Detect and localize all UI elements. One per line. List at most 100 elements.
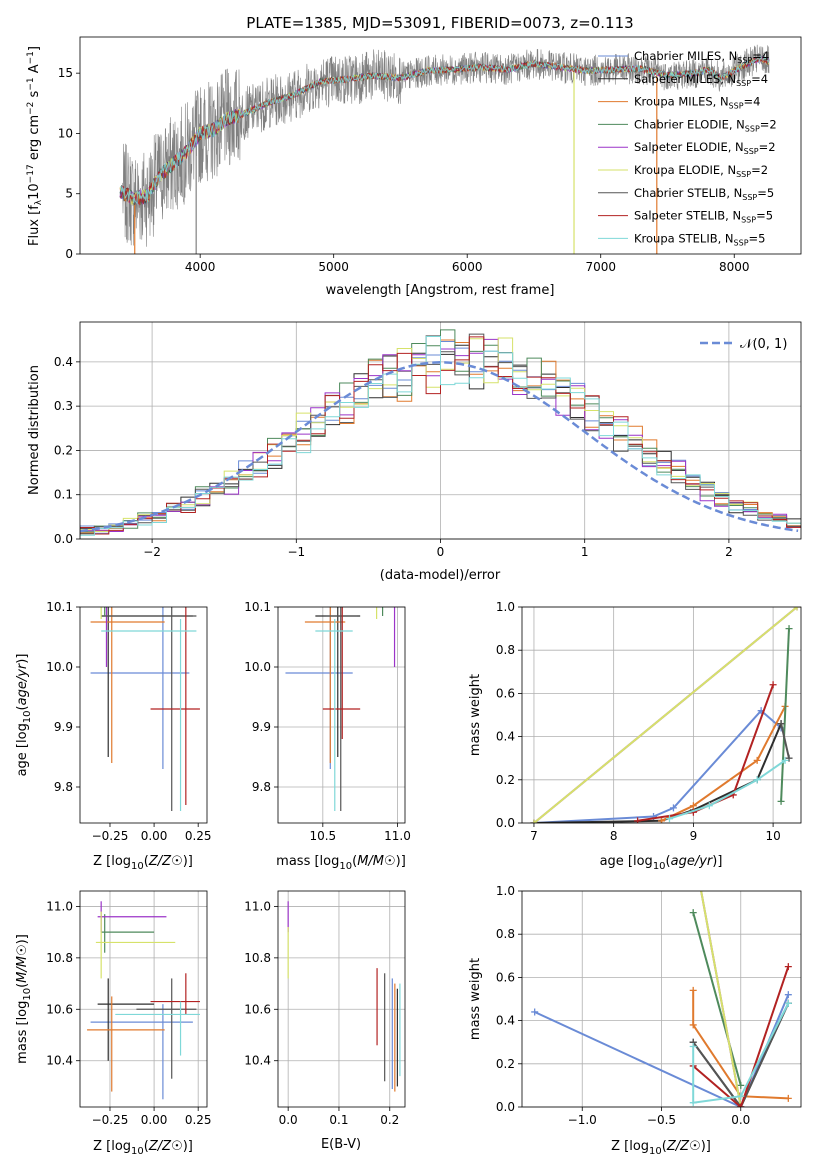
- panel-weight-vs-age: 7 8 9 10 0.0 0.2 0.4 0.6 0.8 1.0 age [log10(age/yr…: [468, 600, 802, 872]
- weight-marker: [689, 1043, 697, 1051]
- axis-label-y: mass [log10(M/M☉)]: [15, 934, 33, 1064]
- plot-area: [530, 607, 801, 823]
- plot-area: [287, 901, 401, 1092]
- legend-label: Salpeter ELODIE, NSSP=2: [634, 140, 776, 156]
- weight-marker: [781, 756, 789, 764]
- tick-label-x: 0.0: [731, 1113, 750, 1127]
- panel-spectrum: 4000 5000 6000 7000 8000 0 5 10 15 PLATE=1385, MJ…: [26, 14, 802, 298]
- axes-frame: [79, 321, 802, 540]
- legend-label: Salpeter MILES, NSSP=4: [634, 72, 768, 88]
- tick-label-y: 0.6: [496, 970, 515, 984]
- tick-label-x: 0.00: [141, 1113, 168, 1127]
- weight-marker: [690, 844, 697, 851]
- weight-line: [692, 966, 790, 1107]
- weight-line: [692, 990, 789, 1100]
- axis-label-y: age [log10(age/yr)]: [15, 654, 33, 777]
- legend-label: Chabrier ELODIE, NSSP=2: [634, 117, 777, 133]
- spectrum-data-line: [122, 44, 770, 247]
- tick-label-x: 6000: [452, 260, 483, 274]
- weight-marker: [784, 963, 792, 971]
- axes-frame: [521, 890, 802, 1108]
- panel-residuals: −2 −1 0 1 2 0.0 0.1 0.2 0.3 0.4 (data-model)/error…: [27, 321, 802, 583]
- tick-label-y: 10.1: [46, 600, 73, 614]
- axes-frame: [79, 606, 208, 824]
- tick-label-y: 9.9: [252, 720, 271, 734]
- tick-label-y: 10.0: [244, 660, 271, 674]
- tick-label-x: 8000: [719, 260, 750, 274]
- tick-label-y: 1.0: [496, 884, 515, 898]
- tick-label-y: 1.0: [496, 600, 515, 614]
- axis-label-y: mass weight: [468, 674, 483, 756]
- tick-label-x: −0.25: [92, 829, 129, 843]
- weight-marker: [737, 1081, 745, 1089]
- tick-label-y: 0: [65, 247, 73, 261]
- normal-curve: [80, 361, 799, 533]
- weight-marker: [689, 1099, 697, 1107]
- legend-label: Chabrier MILES, NSSP=4: [634, 49, 769, 65]
- axis-label-x: Z [log10(Z/Z☉)]: [611, 1139, 711, 1157]
- weight-line: [780, 628, 790, 802]
- axis-label-x: E(B-V): [321, 1137, 361, 1152]
- weight-line: [669, 759, 786, 820]
- legend-label: Kroupa ELODIE, NSSP=2: [634, 163, 768, 179]
- weight-line: [692, 912, 742, 1086]
- tick-label-x: 0.00: [141, 829, 168, 843]
- axis-label-x: Z [log10(Z/Z☉)]: [93, 1139, 193, 1157]
- tick-label-y: 15: [58, 66, 73, 80]
- weight-marker: [689, 1021, 697, 1029]
- panel-weight-vs-Z: −1.0 −0.5 0.0 0.0 0.2 0.4 0.6 0.8 1.0 Z [log10(Z/…: [468, 844, 802, 1157]
- legend-label: 𝒩(0, 1): [740, 337, 787, 352]
- panel-mass-vs-EBV: 0.0 0.1 0.2 10.4 10.6 10.8 11.0 E(B-V): [244, 890, 406, 1152]
- tick-label-y: 10.1: [244, 600, 271, 614]
- tick-label-y: 0.1: [54, 488, 73, 502]
- plot-area: [531, 844, 792, 1107]
- tick-label-x: 7000: [585, 260, 616, 274]
- weight-line: [692, 1002, 790, 1104]
- tick-label-x: 10: [765, 829, 780, 843]
- spectrum-model-line: [120, 55, 770, 206]
- weight-marker: [689, 909, 697, 917]
- tick-label-y: 0.0: [496, 1100, 515, 1114]
- weight-marker: [793, 607, 801, 611]
- tick-label-x: −1: [287, 545, 305, 559]
- tick-label-y: 0.3: [54, 399, 73, 413]
- weight-marker: [769, 681, 777, 689]
- tick-label-y: 10.4: [244, 1054, 271, 1068]
- weight-marker: [705, 802, 713, 810]
- weight-marker: [784, 991, 792, 999]
- chart-title: PLATE=1385, MJD=53091, FIBERID=0073, z=0…: [246, 14, 633, 32]
- tick-label-x: 5000: [318, 260, 349, 274]
- plot-area: [119, 44, 770, 254]
- tick-label-y: 10.8: [46, 951, 73, 965]
- tick-label-y: 11.0: [46, 899, 73, 913]
- weight-line: [700, 891, 742, 1107]
- axis-label-x: Z [log10(Z/Z☉)]: [93, 854, 193, 872]
- tick-label-y: 10.6: [244, 1002, 271, 1016]
- tick-label-y: 0.4: [54, 355, 73, 369]
- tick-label-x: 0.2: [380, 1113, 399, 1127]
- tick-label-x: 0: [437, 545, 445, 559]
- tick-label-x: 0.25: [185, 1113, 212, 1127]
- plot-area: [90, 607, 200, 811]
- weight-marker: [785, 625, 793, 633]
- tick-label-y: 9.8: [54, 780, 73, 794]
- weight-line: [533, 607, 798, 823]
- tick-label-x: 0.0: [279, 1113, 298, 1127]
- axes-frame: [277, 606, 406, 824]
- weight-marker: [665, 815, 673, 823]
- weight-marker: [634, 817, 642, 823]
- weight-line: [780, 723, 790, 759]
- weight-marker: [690, 844, 697, 851]
- tick-label-y: 0.6: [496, 686, 515, 700]
- weight-marker: [658, 817, 665, 823]
- panel-age-vs-Z: −0.25 0.00 0.25 9.8 9.9 10.0 10.1 Z [log10(Z/Z☉…: [15, 600, 212, 872]
- panel-mass-vs-Z: −0.25 0.00 0.25 10.4 10.6 10.8 11.0 Z [log10(Z/…: [15, 890, 212, 1157]
- weight-marker: [669, 804, 677, 812]
- tick-label-x: −1.0: [568, 1113, 597, 1127]
- weight-marker: [753, 776, 761, 784]
- tick-label-y: 0.2: [54, 443, 73, 457]
- tick-label-x: 1: [581, 545, 589, 559]
- tick-label-x: 7: [530, 829, 538, 843]
- weight-marker: [777, 797, 785, 805]
